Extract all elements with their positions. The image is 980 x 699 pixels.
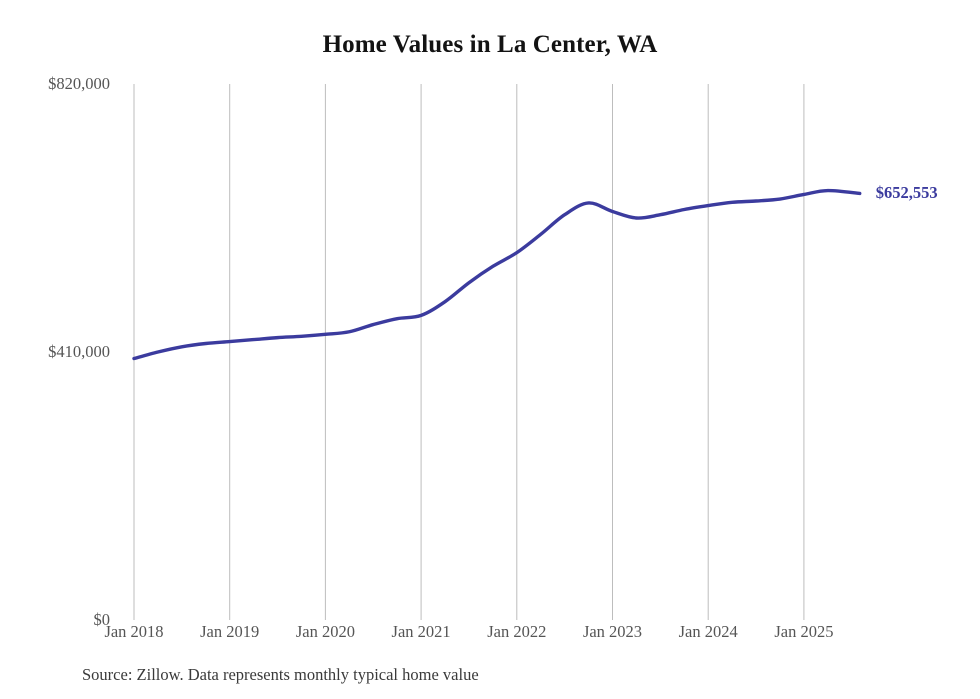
x-axis-tick-label: Jan 2019	[200, 622, 260, 641]
data-series-line	[132, 188, 862, 361]
y-axis-tick-label: $0	[93, 610, 111, 629]
x-axis-tick-label: Jan 2023	[582, 622, 643, 641]
x-axis-tick-label: Jan 2021	[391, 622, 451, 641]
y-axis-tick-label: $410,000	[48, 342, 110, 361]
x-axis-tick-label: Jan 2024	[678, 622, 738, 641]
series-line-0	[132, 188, 862, 361]
gridlines	[133, 84, 805, 620]
x-axis-tick-label: Jan 2025	[774, 622, 834, 641]
source-note: Source: Zillow. Data represents monthly …	[82, 665, 479, 684]
y-axis-tick-label: $820,000	[48, 74, 110, 93]
chart-title: Home Values in La Center, WA	[322, 31, 658, 58]
x-axis-tick-label: Jan 2020	[295, 622, 355, 641]
x-axis-tick-label: Jan 2022	[487, 622, 547, 641]
end-value-annotation: $652,553	[875, 183, 938, 203]
x-axis-tick-label: Jan 2018	[104, 622, 164, 641]
